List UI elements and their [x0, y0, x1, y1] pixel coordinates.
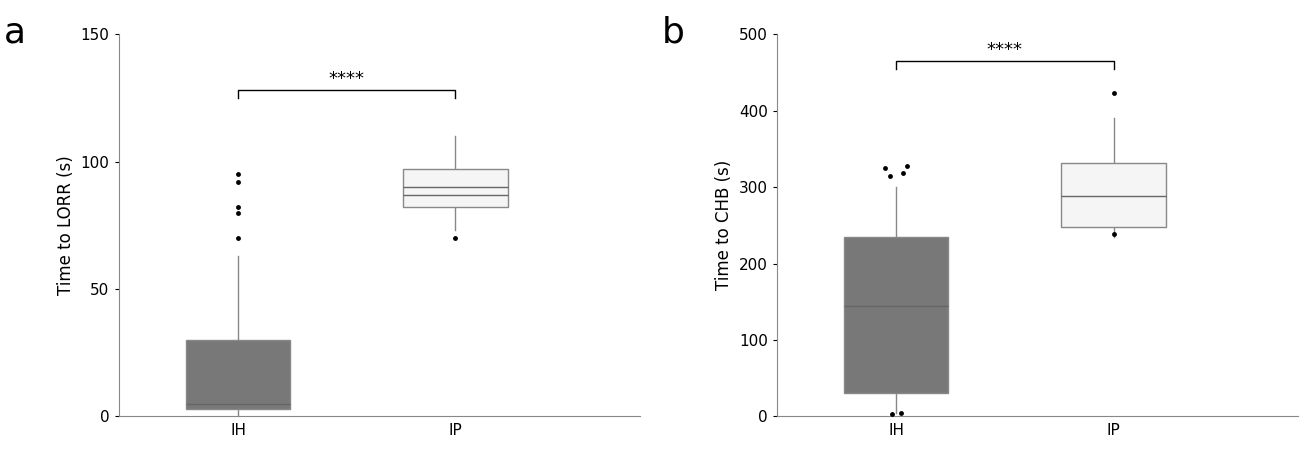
Text: a: a — [4, 15, 26, 49]
Text: ****: **** — [329, 71, 364, 88]
Y-axis label: Time to CHB (s): Time to CHB (s) — [715, 160, 734, 290]
Text: b: b — [661, 15, 685, 49]
Y-axis label: Time to LORR (s): Time to LORR (s) — [57, 156, 75, 295]
FancyBboxPatch shape — [404, 169, 508, 207]
FancyBboxPatch shape — [844, 237, 948, 394]
Text: ****: **** — [988, 41, 1023, 59]
FancyBboxPatch shape — [1061, 162, 1166, 227]
FancyBboxPatch shape — [185, 340, 291, 409]
